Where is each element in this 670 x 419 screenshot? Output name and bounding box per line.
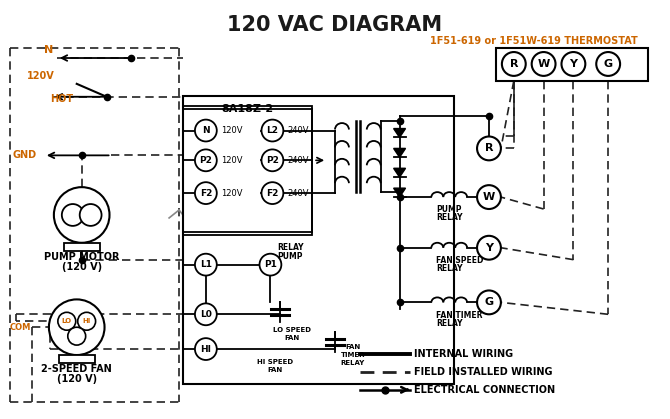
Text: FAN SPEED: FAN SPEED (436, 256, 484, 265)
Text: RELAY: RELAY (277, 243, 304, 252)
Text: P2: P2 (266, 156, 279, 165)
Bar (496, 48, 648, 81)
Text: FAN: FAN (285, 335, 300, 341)
Text: F2: F2 (200, 189, 212, 198)
Circle shape (195, 303, 217, 325)
Circle shape (68, 327, 86, 345)
Text: Y: Y (570, 59, 578, 69)
Circle shape (195, 338, 217, 360)
Text: (120 V): (120 V) (62, 261, 102, 272)
Text: PUMP: PUMP (436, 205, 462, 215)
Text: FAN TIMER: FAN TIMER (436, 311, 483, 320)
Text: HI SPEED: HI SPEED (257, 359, 293, 365)
Text: COM: COM (9, 323, 31, 332)
Text: PUMP: PUMP (277, 252, 303, 261)
Text: G: G (484, 297, 494, 308)
Text: RELAY: RELAY (436, 213, 462, 222)
Text: 2-SPEED FAN: 2-SPEED FAN (42, 364, 112, 374)
Circle shape (477, 236, 501, 260)
Circle shape (58, 312, 76, 330)
Circle shape (261, 182, 283, 204)
Circle shape (195, 254, 217, 276)
Text: HOT: HOT (50, 94, 74, 104)
Text: FIELD INSTALLED WIRING: FIELD INSTALLED WIRING (415, 367, 553, 377)
Polygon shape (393, 129, 405, 137)
Text: LO SPEED: LO SPEED (273, 327, 312, 333)
Text: 120V: 120V (27, 71, 55, 81)
Bar (183, 106, 312, 235)
Text: HI: HI (200, 344, 211, 354)
Circle shape (596, 52, 620, 76)
Text: HI: HI (82, 318, 90, 324)
Circle shape (195, 182, 217, 204)
Bar (59, 355, 94, 363)
Text: PUMP MOTOR: PUMP MOTOR (44, 252, 119, 262)
Text: L1: L1 (200, 260, 212, 269)
Circle shape (561, 52, 586, 76)
Circle shape (78, 312, 96, 330)
Circle shape (62, 204, 84, 226)
Circle shape (80, 204, 102, 226)
Polygon shape (393, 168, 405, 177)
Polygon shape (393, 148, 405, 158)
Text: P2: P2 (200, 156, 212, 165)
Circle shape (261, 119, 283, 142)
Circle shape (502, 52, 526, 76)
Text: Y: Y (485, 243, 493, 253)
Text: L0: L0 (200, 310, 212, 319)
Circle shape (259, 254, 281, 276)
Text: TIMER: TIMER (340, 352, 365, 358)
Text: ELECTRICAL CONNECTION: ELECTRICAL CONNECTION (415, 385, 555, 395)
Text: 120V: 120V (220, 156, 243, 165)
Circle shape (54, 187, 109, 243)
Text: FAN: FAN (268, 367, 283, 373)
Text: W: W (537, 59, 549, 69)
Polygon shape (393, 188, 405, 197)
Text: INTERNAL WIRING: INTERNAL WIRING (415, 349, 514, 359)
Circle shape (195, 150, 217, 171)
Text: F2: F2 (266, 189, 279, 198)
Circle shape (261, 150, 283, 171)
Text: L2: L2 (267, 126, 279, 135)
Text: (120 V): (120 V) (57, 374, 96, 384)
Text: 120 VAC DIAGRAM: 120 VAC DIAGRAM (227, 16, 443, 35)
Bar (183, 96, 454, 384)
Text: 240V: 240V (287, 156, 309, 165)
Circle shape (195, 119, 217, 142)
Circle shape (477, 290, 501, 314)
Text: R: R (510, 59, 518, 69)
Bar (64, 243, 100, 251)
Text: P1: P1 (264, 260, 277, 269)
Text: GND: GND (13, 150, 37, 160)
Circle shape (532, 52, 555, 76)
Text: 8A18Z-2: 8A18Z-2 (222, 104, 273, 114)
Circle shape (477, 137, 501, 160)
Text: 120V: 120V (220, 189, 243, 198)
Text: FAN: FAN (345, 344, 360, 350)
Text: 240V: 240V (287, 189, 309, 198)
Text: RELAY: RELAY (436, 264, 463, 273)
Text: N: N (202, 126, 210, 135)
Text: RELAY: RELAY (341, 360, 365, 366)
Text: 120V: 120V (220, 126, 243, 135)
Text: 1F51-619 or 1F51W-619 THERMOSTAT: 1F51-619 or 1F51W-619 THERMOSTAT (429, 36, 638, 46)
Text: RELAY: RELAY (436, 319, 463, 328)
Text: G: G (604, 59, 613, 69)
Circle shape (49, 300, 105, 355)
Text: 240V: 240V (287, 126, 309, 135)
Text: LO: LO (62, 318, 72, 324)
Text: N: N (44, 45, 54, 55)
Text: W: W (483, 192, 495, 202)
Circle shape (477, 185, 501, 209)
Text: R: R (484, 143, 493, 153)
